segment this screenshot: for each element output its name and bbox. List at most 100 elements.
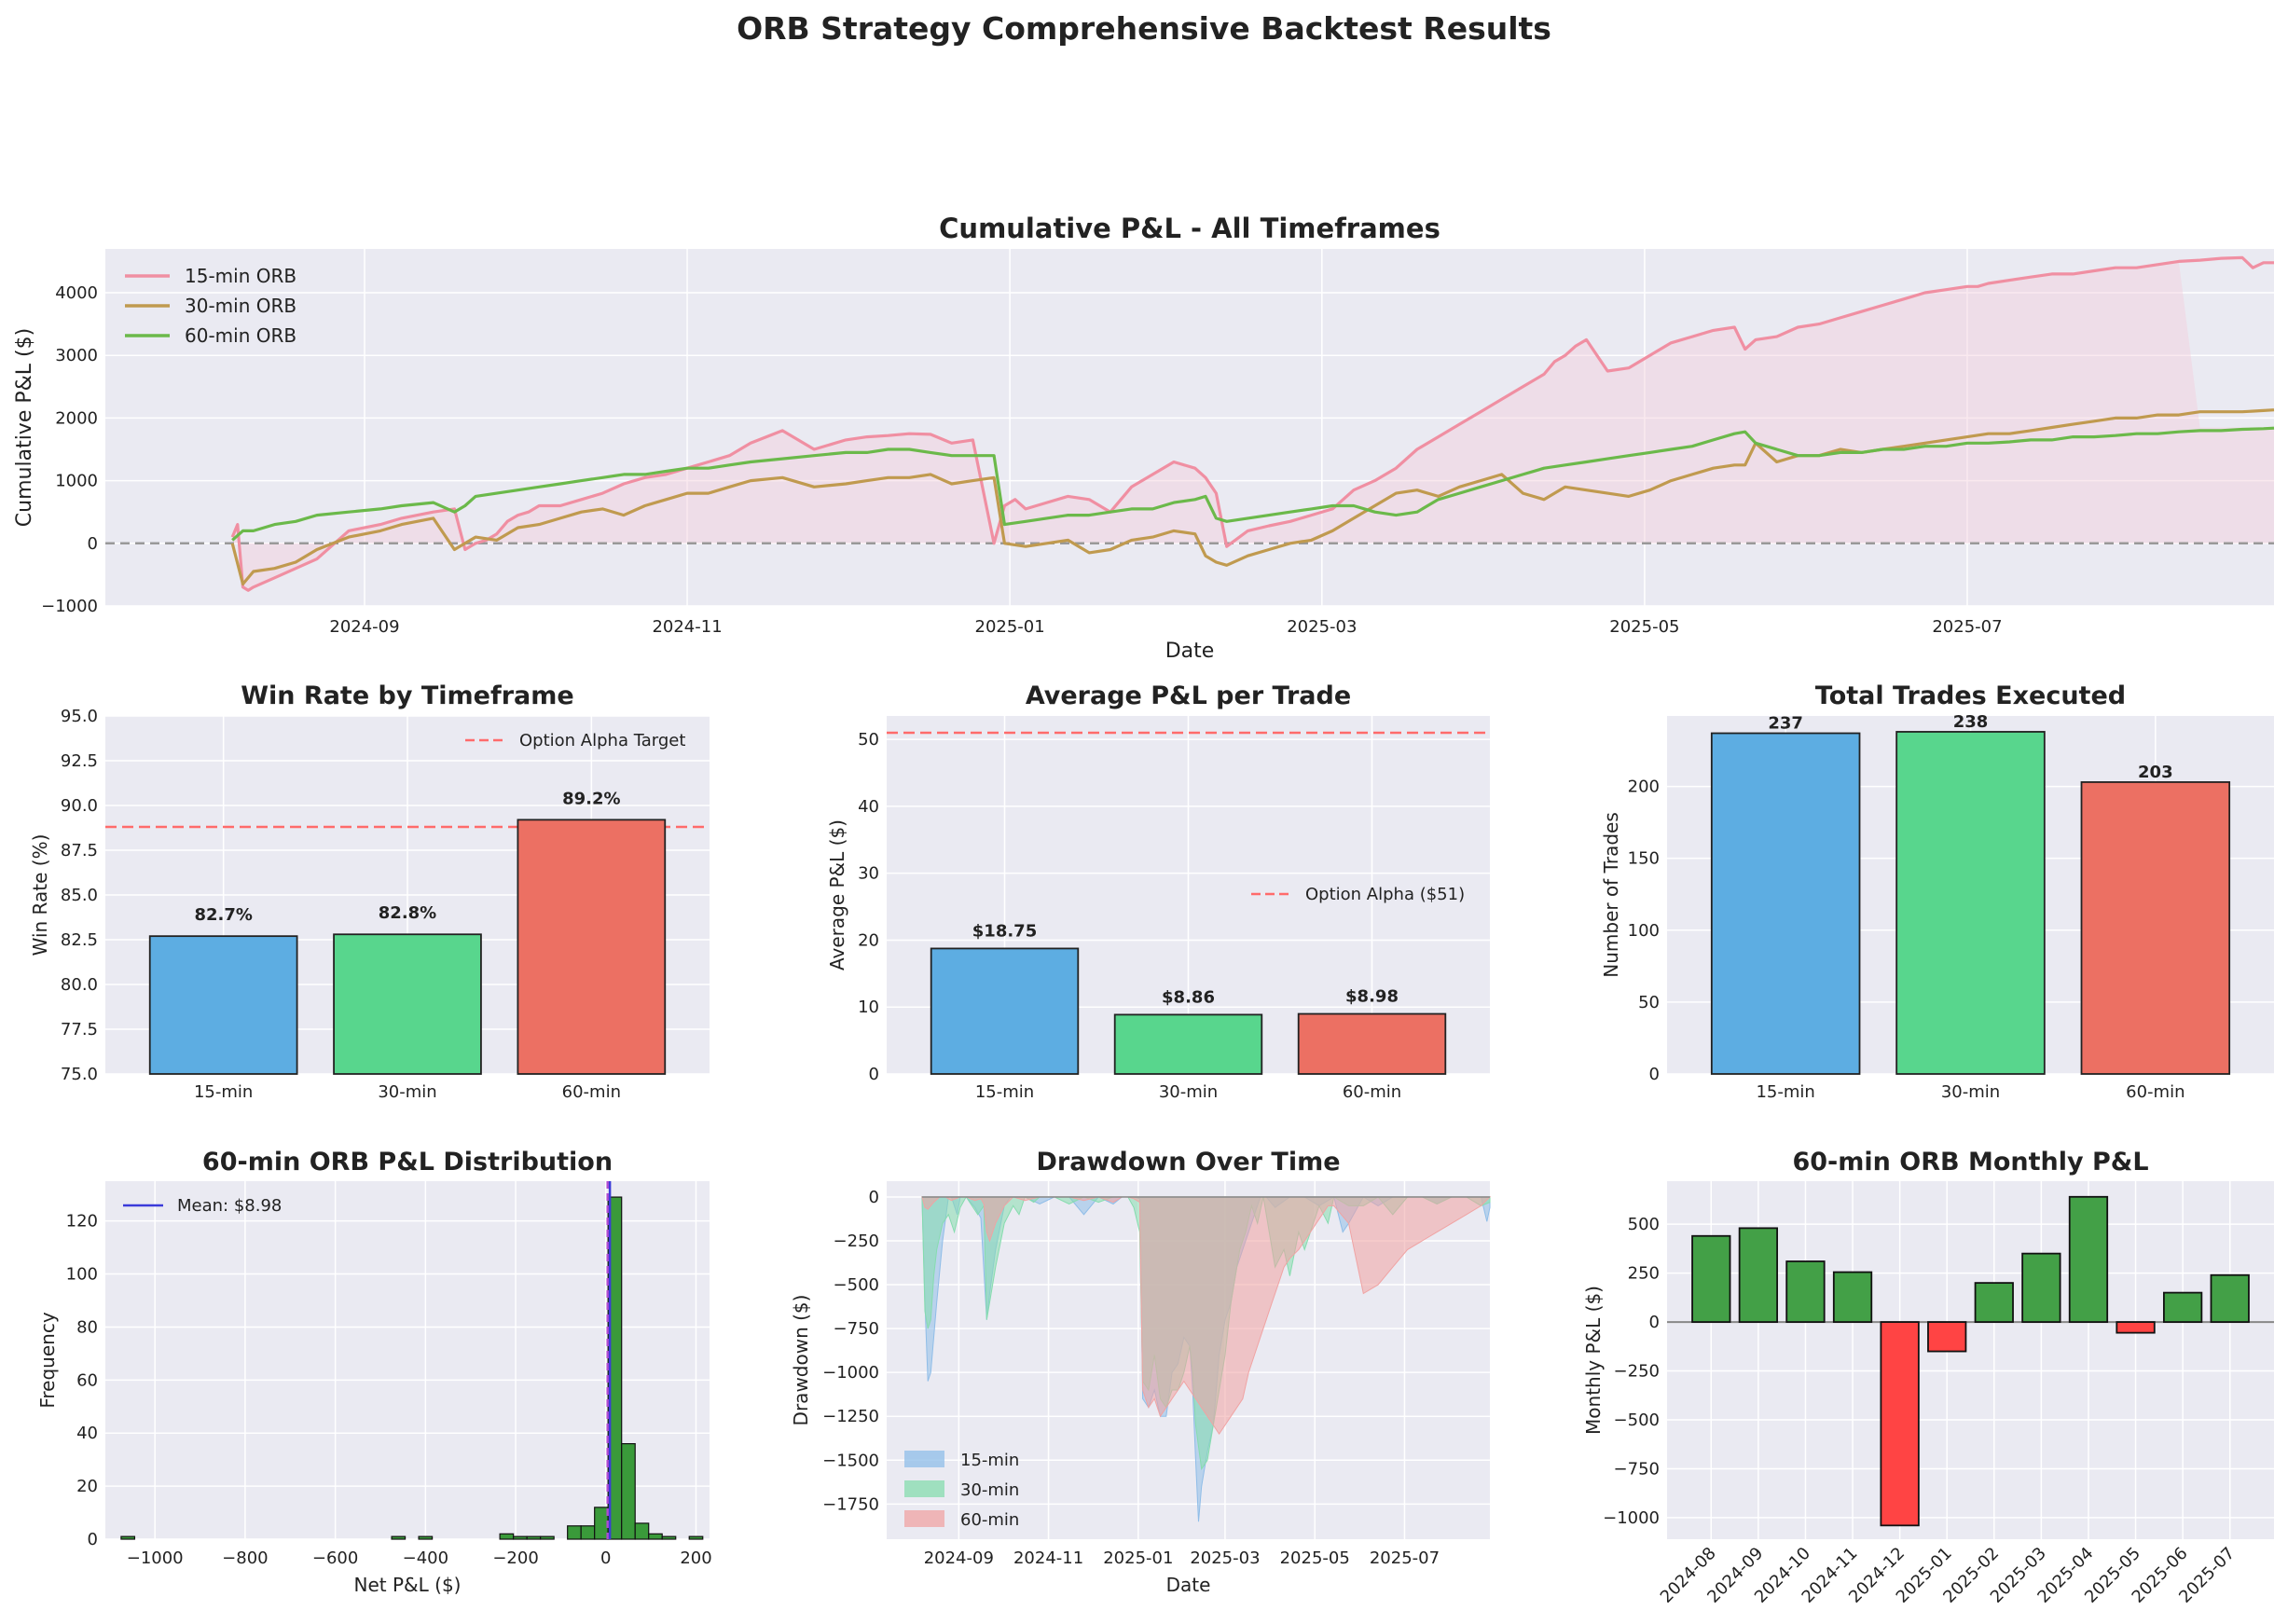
legend-label: Option Alpha ($51) (1305, 885, 1465, 904)
bar-30-min (1113, 1013, 1263, 1075)
y-tick-label: 1000 (55, 472, 98, 491)
y-tick-label: −500 (834, 1275, 879, 1295)
x-tick-label: −200 (492, 1548, 538, 1568)
y-tick-label: 150 (1628, 849, 1660, 869)
legend-label: 30-min (960, 1480, 1019, 1500)
y-tick-label: 0 (869, 1188, 879, 1207)
y-axis-label: Number of Trades (1600, 812, 1622, 978)
y-tick-label: 20 (858, 930, 879, 950)
histogram-bar (688, 1535, 704, 1540)
y-tick-label: 0 (88, 1530, 98, 1549)
y-axis-label: Frequency (36, 1312, 59, 1408)
bar-value-label: 238 (1953, 712, 1989, 732)
bar-2025-03 (2021, 1252, 2061, 1323)
histogram-bar (567, 1525, 582, 1540)
bar-2025-04 (2068, 1195, 2109, 1323)
y-axis-label: Cumulative P&L ($) (13, 328, 36, 527)
y-tick-label: 100 (1628, 921, 1660, 941)
bar-15-min (930, 947, 1080, 1075)
bar-2024-09 (1738, 1227, 1779, 1323)
series-line-15-min-orb (230, 255, 2274, 592)
y-tick-label: −500 (1614, 1411, 1660, 1430)
y-tick-label: 85.0 (61, 886, 98, 905)
chart-title: 60-min ORB Monthly P&L (1792, 1148, 2148, 1177)
x-tick-label: 60-min (1343, 1082, 1401, 1102)
y-tick-label: 50 (858, 730, 879, 750)
bar-value-label: 82.8% (379, 903, 436, 923)
histogram-bar (499, 1533, 515, 1540)
y-tick-label: −1250 (822, 1407, 879, 1426)
bar-2025-06 (2162, 1291, 2203, 1323)
y-tick-label: 0 (1649, 1065, 1660, 1084)
x-tick-label: 15-min (975, 1082, 1034, 1102)
x-tick-label: 2025-03 (1287, 617, 1357, 637)
x-tick-label: 2025-05 (1280, 1548, 1350, 1568)
x-tick-label: 2025-07 (1370, 1548, 1440, 1568)
y-tick-label: 3000 (55, 346, 98, 365)
y-axis-label: Drawdown ($) (790, 1295, 812, 1426)
x-axis-label: Net P&L ($) (354, 1574, 462, 1596)
x-tick-label: 2024-11 (1013, 1548, 1083, 1568)
bar-60-min (1297, 1012, 1447, 1075)
x-tick-label: 2025-01 (975, 617, 1045, 637)
x-tick-label: 2024-09 (329, 617, 399, 637)
bar-value-label: $18.75 (972, 921, 1037, 941)
y-tick-label: 92.5 (61, 751, 98, 771)
histogram-bar (634, 1522, 650, 1540)
y-tick-label: 90.0 (61, 796, 98, 816)
y-axis-label: Win Rate (%) (29, 834, 51, 957)
bar-2024-10 (1785, 1260, 1826, 1323)
y-tick-label: 0 (1649, 1313, 1660, 1332)
bar-2024-08 (1691, 1234, 1731, 1323)
plot-area (105, 249, 2274, 606)
legend-label: 15-min ORB (185, 265, 296, 287)
y-tick-label: 30 (858, 864, 879, 884)
histogram-bar (526, 1535, 542, 1540)
y-tick-label: −1750 (822, 1494, 879, 1514)
bar-2025-01 (1927, 1321, 1967, 1353)
bar-value-label: 82.7% (194, 905, 252, 925)
y-tick-label: 10 (858, 998, 879, 1017)
series-line-30-min-orb (230, 408, 2275, 586)
histogram-bar (418, 1535, 434, 1540)
y-tick-label: −750 (834, 1319, 879, 1339)
x-tick-label: 60-min (2126, 1082, 2185, 1102)
histogram-bar (621, 1442, 636, 1540)
figure-suptitle: ORB Strategy Comprehensive Backtest Resu… (737, 10, 1551, 47)
y-tick-label: 50 (1638, 993, 1660, 1012)
histogram-bar (120, 1535, 136, 1540)
bar-60-min (517, 819, 667, 1075)
x-tick-label: −600 (312, 1548, 358, 1568)
legend-label: Option Alpha Target (519, 731, 685, 750)
chart-title: 60-min ORB P&L Distribution (202, 1148, 613, 1177)
chart-title: Drawdown Over Time (1036, 1148, 1340, 1177)
bar-2024-12 (1880, 1321, 1920, 1527)
bar-2025-02 (1974, 1282, 2014, 1323)
x-tick-label: 15-min (194, 1082, 253, 1102)
y-tick-label: 200 (1628, 778, 1660, 797)
bar-2025-07 (2210, 1273, 2250, 1323)
histogram-bar (513, 1535, 528, 1540)
bar-15-min (1710, 732, 1861, 1075)
y-tick-label: 500 (1628, 1215, 1660, 1234)
x-tick-label: 30-min (1941, 1082, 2000, 1102)
y-tick-label: 82.5 (61, 930, 98, 950)
y-tick-label: 2000 (55, 408, 98, 428)
x-tick-label: 200 (680, 1548, 711, 1568)
x-tick-label: −400 (403, 1548, 448, 1568)
y-tick-label: 40 (858, 797, 879, 817)
bar-value-label: $8.98 (1345, 987, 1399, 1007)
x-tick-label: 2025-01 (1103, 1548, 1173, 1568)
avg-pnl-panel: 0 10 20 30 40 50 15-min $18.75 30-min $8.86 60-min… (826, 681, 1490, 1102)
monthly-pnl-panel: −1000−750−500−25002505002024-082024-0920… (1582, 1148, 2274, 1607)
y-tick-label: 0 (88, 534, 98, 554)
histogram-bar (540, 1535, 555, 1540)
y-axis-label: Monthly P&L ($) (1582, 1286, 1605, 1435)
y-tick-label: −750 (1614, 1459, 1660, 1479)
histogram-bar (580, 1525, 596, 1540)
y-tick-label: 20 (76, 1477, 98, 1496)
x-tick-label: 2025-03 (1190, 1548, 1260, 1568)
x-axis-label: Date (1165, 640, 1215, 663)
